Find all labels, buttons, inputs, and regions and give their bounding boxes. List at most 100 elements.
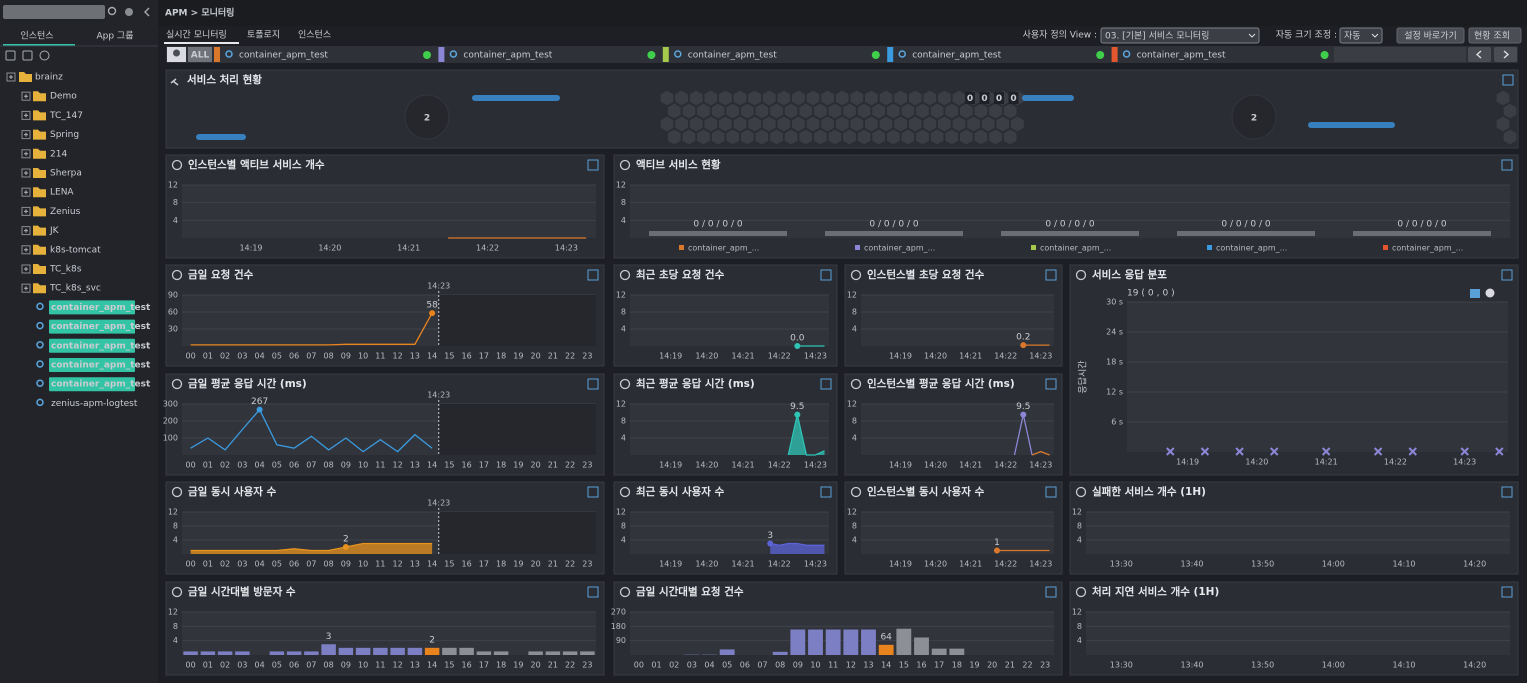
- panel-title: 금일 요청 건수: [188, 268, 254, 281]
- hex-cell: [821, 90, 834, 106]
- collapse-icon[interactable]: [144, 7, 150, 17]
- expand-icon[interactable]: [820, 378, 832, 390]
- tree-toggle[interactable]: [21, 264, 31, 274]
- all-button-label[interactable]: ALL: [191, 51, 210, 61]
- expand-icon[interactable]: [820, 269, 832, 281]
- all-button[interactable]: [188, 47, 212, 62]
- folder-icon: [33, 129, 46, 140]
- view-tab[interactable]: 토폴로지: [247, 30, 280, 41]
- x-tick-label: 19: [513, 461, 523, 470]
- tree-toggle[interactable]: [21, 226, 31, 236]
- tree-instance[interactable]: container_apm_test: [51, 303, 151, 313]
- expand-icon[interactable]: [1501, 159, 1513, 171]
- hex-cell: [792, 90, 805, 106]
- tree-toggle[interactable]: [6, 72, 16, 82]
- tree-root[interactable]: brainz: [35, 73, 63, 83]
- instance-name[interactable]: container_apm_test: [463, 51, 552, 61]
- expand-icon[interactable]: [587, 378, 599, 390]
- header-button-label[interactable]: 설정 바로가기: [1404, 31, 1457, 42]
- tree-toggle[interactable]: [21, 168, 31, 178]
- instance-name[interactable]: container_apm_test: [688, 51, 777, 61]
- tree-instance[interactable]: container_apm_test: [51, 341, 151, 351]
- header-button[interactable]: [1468, 27, 1522, 44]
- tree-group[interactable]: TC_k8s: [49, 265, 82, 275]
- expand-icon[interactable]: [1045, 269, 1057, 281]
- status-circle: [404, 94, 450, 140]
- header-button[interactable]: [1396, 27, 1465, 44]
- tree-toggle[interactable]: [21, 110, 31, 120]
- legend-label: container_apm_...: [864, 244, 935, 253]
- export-icon[interactable]: [1470, 289, 1480, 298]
- panel-icon: [171, 269, 183, 281]
- tree-toggle[interactable]: [21, 91, 31, 101]
- resize-select[interactable]: [1339, 27, 1383, 44]
- x-tick-label: 01: [651, 661, 661, 670]
- settings-icon[interactable]: [125, 8, 133, 16]
- expand-icon[interactable]: [1501, 269, 1513, 281]
- tree-toggle[interactable]: [21, 130, 31, 140]
- instance-name[interactable]: container_apm_test: [239, 51, 328, 61]
- expand-icon[interactable]: [587, 586, 599, 598]
- y-tick-label: 8: [173, 198, 178, 207]
- tree-toggle[interactable]: [21, 245, 31, 255]
- x-tick-label: 12: [393, 560, 403, 569]
- tree-group[interactable]: k8s-tomcat: [50, 245, 101, 255]
- tree-toggle[interactable]: [21, 283, 31, 293]
- hex-cell: [1003, 103, 1017, 119]
- sidebar-tab[interactable]: 인스턴스: [20, 31, 53, 42]
- tree-tool-icon[interactable]: [22, 50, 33, 61]
- tree-group[interactable]: TC_147: [49, 111, 83, 121]
- tree-group[interactable]: LENA: [50, 188, 74, 198]
- hex-cell: [806, 116, 820, 132]
- tree-tool-icon[interactable]: [39, 50, 50, 61]
- expand-icon[interactable]: [1502, 74, 1514, 86]
- x-tick-label: 11: [375, 352, 385, 361]
- expand-icon[interactable]: [1501, 486, 1513, 498]
- tree-instance[interactable]: container_apm_test: [51, 361, 151, 371]
- expand-icon[interactable]: [1045, 378, 1057, 390]
- view-tab[interactable]: 인스턴스: [298, 30, 331, 41]
- tree-group[interactable]: Sherpa: [50, 169, 82, 179]
- tree-toggle[interactable]: [21, 149, 31, 159]
- search-box[interactable]: [3, 5, 105, 19]
- header-button-label[interactable]: 현황 조회: [1474, 31, 1510, 42]
- instance-name[interactable]: container_apm_test: [912, 51, 1001, 61]
- tree-toggle[interactable]: [21, 206, 31, 216]
- instance-name[interactable]: container_apm_test: [1137, 51, 1226, 61]
- queue-box: [994, 92, 1004, 104]
- sidebar-tab[interactable]: App 그룹: [96, 31, 133, 42]
- x-tick-label: 14:22: [994, 352, 1017, 361]
- expand-icon[interactable]: [1045, 586, 1057, 598]
- view-tab[interactable]: 실시간 모니터링: [166, 29, 227, 41]
- tree-group[interactable]: Demo: [50, 92, 77, 102]
- tree-group[interactable]: 214: [50, 149, 67, 159]
- scatter-point: [1460, 447, 1469, 456]
- expand-icon[interactable]: [820, 486, 832, 498]
- tree-toggle[interactable]: [21, 187, 31, 197]
- expand-icon[interactable]: [587, 486, 599, 498]
- tree-tool-icon[interactable]: [5, 50, 16, 61]
- tree-group[interactable]: Zenius: [50, 207, 81, 217]
- settings-icon[interactable]: [1485, 288, 1495, 298]
- expand-icon[interactable]: [587, 269, 599, 281]
- hex-cell: [704, 90, 718, 106]
- tree-instance[interactable]: container_apm_test: [51, 380, 151, 390]
- scatter-point: [1321, 447, 1331, 456]
- bar: [459, 647, 474, 655]
- pager-button[interactable]: [1494, 47, 1517, 62]
- pager-button[interactable]: [1468, 47, 1491, 62]
- tree-group[interactable]: Spring: [50, 130, 79, 140]
- expand-icon[interactable]: [587, 159, 599, 171]
- hex-cell: [682, 129, 696, 145]
- expand-icon[interactable]: [1501, 586, 1513, 598]
- tree-instance[interactable]: zenius-apm-logtest: [51, 399, 138, 409]
- view-select[interactable]: [1100, 27, 1260, 44]
- tree-group[interactable]: JK: [49, 226, 60, 236]
- instance-icon: [36, 302, 44, 311]
- tree-instance[interactable]: container_apm_test: [51, 322, 151, 332]
- bar: [304, 651, 319, 655]
- tree-group[interactable]: TC_k8s_svc: [49, 284, 101, 294]
- expand-icon[interactable]: [1045, 486, 1057, 498]
- search-icon[interactable]: [107, 6, 117, 16]
- status-label: 0 / 0 / 0 / 0: [693, 220, 742, 230]
